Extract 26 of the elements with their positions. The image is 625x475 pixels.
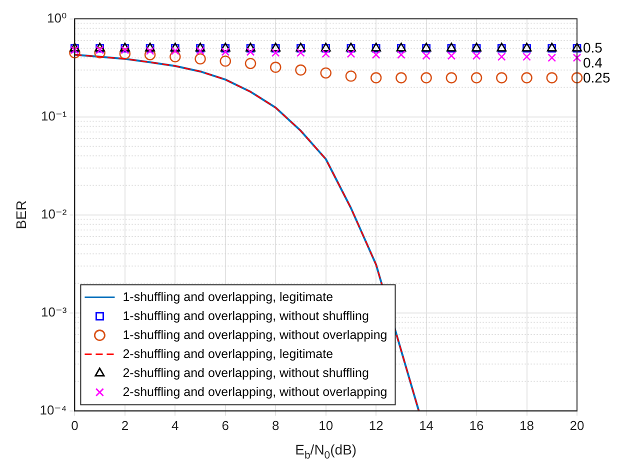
text: 0.5 <box>583 40 603 56</box>
legend-label: 1-shuffling and overlapping, legitimate <box>122 290 334 304</box>
x-tick-label: 2 <box>121 418 129 434</box>
x-tick-label: 6 <box>222 418 230 434</box>
x-tick-label: 4 <box>172 418 179 434</box>
x-tick-label: 14 <box>419 418 434 434</box>
x-tick-label: 20 <box>570 418 584 434</box>
legend-label: 2-shuffling and overlapping, without overlapping <box>122 384 388 399</box>
legend-label: 1-shuffling and overlapping, without shuffling <box>122 308 369 323</box>
x-tick-label: 16 <box>469 418 484 434</box>
text: 0.4 <box>583 54 603 71</box>
y-tick-label: 10⁻⁴ <box>40 402 67 418</box>
text: 0.25 <box>583 70 610 86</box>
y-axis-title: BER <box>12 200 29 230</box>
x-tick-label: 12 <box>368 418 384 434</box>
legend-label: 1-shuffling and overlapping, without overlapping <box>122 328 388 342</box>
y-tick-label: 10⁻¹ <box>41 108 68 124</box>
y-tick-label: 10⁻³ <box>41 304 68 320</box>
legend-label: 2-shuffling and overlapping, legitimate <box>122 346 334 361</box>
y-tick-label: 10⁰ <box>47 10 67 26</box>
x-tick-label: 0 <box>71 418 78 434</box>
y-tick-label: 10⁻² <box>41 206 68 222</box>
legend-label: 2-shuffling and overlapping, without shuffling <box>122 366 369 380</box>
x-tick-label: 10 <box>318 418 334 434</box>
x-tick-label: 18 <box>520 418 534 434</box>
x-tick-label: 8 <box>272 418 280 434</box>
